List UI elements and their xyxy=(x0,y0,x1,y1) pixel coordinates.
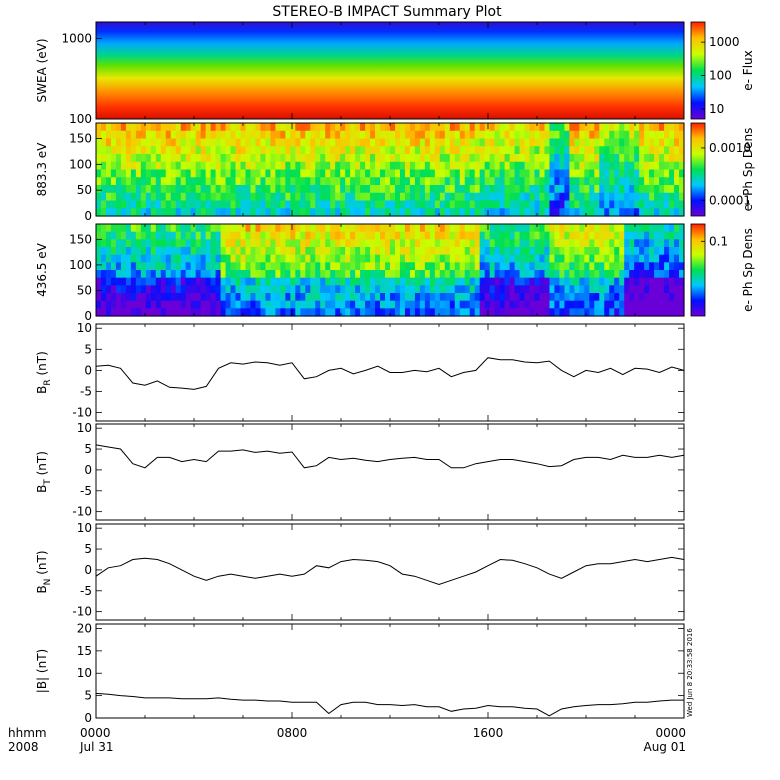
swea-ytick-label: 100 xyxy=(69,112,92,126)
bmag-ytick-label: 0 xyxy=(84,711,92,725)
pad436-colorbar-label: e- Ph Sp Dens xyxy=(741,228,755,312)
bmag-ytick-label: 15 xyxy=(77,644,92,658)
bt-ytick-label: 0 xyxy=(84,463,92,477)
bn-ylabel: BN (nT) xyxy=(35,550,53,593)
date-tick-label: Jul 31 xyxy=(79,740,114,754)
bn-ytick-label: 5 xyxy=(84,542,92,556)
bmag-ylabel: |B| (nT) xyxy=(35,649,49,693)
bn-series-line xyxy=(95,556,685,586)
swea-colorbar-tick-label: 100 xyxy=(709,69,732,83)
pad883-ytick-label: 150 xyxy=(69,132,92,146)
plot-title: STEREO-B IMPACT Summary Plot xyxy=(272,4,502,20)
swea-colorbar-tick-label: 1000 xyxy=(709,35,740,49)
time-tick-label: 0800 xyxy=(277,726,308,740)
date-tick-label: Aug 01 xyxy=(643,740,686,754)
bt-series-line xyxy=(95,444,685,469)
bt-ytick-label: -5 xyxy=(80,484,92,498)
pad436-ylabel: 436.5 eV xyxy=(35,242,49,297)
time-axis-unit-label: hhmm xyxy=(8,726,47,740)
pad436-ytick-label: 100 xyxy=(69,258,92,272)
bn-ytick-label: 10 xyxy=(77,521,92,535)
bt-ylabel: BT (nT) xyxy=(35,451,53,493)
swea-spectrogram xyxy=(96,22,684,119)
swea-colorbar-label: e- Flux xyxy=(741,50,755,90)
swea-colorbar xyxy=(690,21,706,120)
bmag-plot-area xyxy=(96,624,684,718)
br-ytick-label: -10 xyxy=(72,406,92,420)
br-ytick-label: 5 xyxy=(84,342,92,356)
bmag-ytick-label: 20 xyxy=(77,621,92,635)
bmag-series-line xyxy=(95,692,684,717)
bt-ytick-label: 5 xyxy=(84,442,92,456)
pad883-colorbar-tick-label: 0.0001 xyxy=(709,193,751,207)
pad436-ytick-label: 50 xyxy=(77,283,92,297)
pad883-colorbar-tick-label: 0.0010 xyxy=(709,141,751,155)
panel-bn: -10 -5 0 5 10 BN (nT) xyxy=(35,521,685,621)
pad436-colorbar-tick-label: 0.1 xyxy=(709,234,728,248)
bn-ytick-label: 0 xyxy=(84,563,92,577)
panel-pad436: 0.1 e- Ph Sp Dens 0 50 100 150 436.5 eV xyxy=(35,223,755,323)
time-tick-label: 0000 xyxy=(80,726,111,740)
pad436-ytick-label: 150 xyxy=(69,232,92,246)
br-ytick-label: 0 xyxy=(84,363,92,377)
pad883-ytick-label: 50 xyxy=(77,183,92,197)
pad883-colorbar-label: e- Ph Sp Dens xyxy=(741,128,755,212)
pad883-ytick-label: 0 xyxy=(84,209,92,223)
pad883-ytick-label: 100 xyxy=(69,157,92,171)
pad436-spectrogram xyxy=(96,224,685,317)
panel-bt: -10 -5 0 5 10 BT (nT) xyxy=(35,421,685,521)
panel-bmag: 0 5 10 15 20 |B| (nT) xyxy=(35,621,685,725)
swea-ylabel: SWEA (eV) xyxy=(35,38,49,102)
pad436-ytick-label: 0 xyxy=(84,309,92,323)
bt-ytick-label: 10 xyxy=(77,421,92,435)
time-tick-label: 0000 xyxy=(655,726,686,740)
bt-ytick-label: -10 xyxy=(72,505,92,519)
bn-plot-area xyxy=(96,524,684,620)
panel-br: -10 -5 0 5 10 BR (nT) xyxy=(35,321,685,422)
br-ytick-label: -5 xyxy=(80,384,92,398)
bmag-ytick-label: 10 xyxy=(77,666,92,680)
br-ylabel: BR (nT) xyxy=(35,351,53,394)
br-ytick-label: 10 xyxy=(77,321,92,335)
bn-ytick-label: -5 xyxy=(80,584,92,598)
bn-ytick-label: -10 xyxy=(72,605,92,619)
bmag-ytick-label: 5 xyxy=(84,689,92,703)
swea-ytick-label: 1000 xyxy=(61,31,92,45)
swea-colorbar-tick-label: 10 xyxy=(709,102,724,116)
time-tick-label: 1600 xyxy=(473,726,504,740)
br-series-line xyxy=(95,357,685,390)
pad883-colorbar xyxy=(690,122,706,217)
pad883-spectrogram xyxy=(96,123,685,217)
timestamp-label: Wed Jun 8 20:33:58 2016 xyxy=(686,628,694,717)
time-axis-year-label: 2008 xyxy=(8,740,39,754)
pad436-colorbar xyxy=(690,223,706,317)
bt-plot-area xyxy=(96,424,684,520)
pad883-ylabel: 883.3 eV xyxy=(35,142,49,197)
